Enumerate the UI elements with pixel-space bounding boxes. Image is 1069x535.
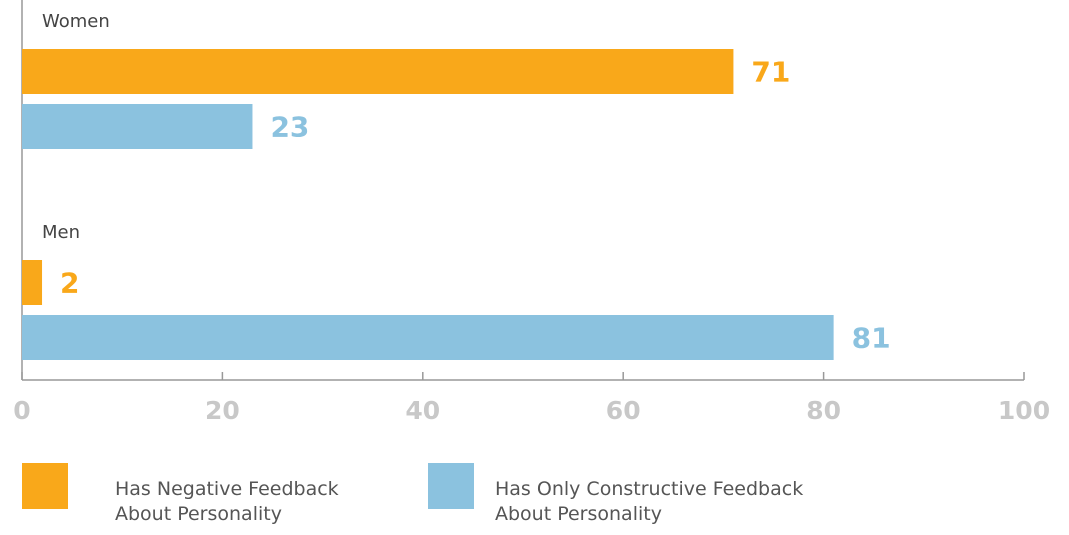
bar [22, 260, 43, 305]
bar [22, 315, 834, 360]
x-tick-label: 20 [205, 396, 240, 425]
legend-swatch [22, 463, 68, 509]
legend-item: Has Negative Feedback About Personality [22, 463, 365, 527]
value-label: 81 [852, 322, 891, 355]
x-tick-label: 40 [405, 396, 440, 425]
legend-item: Has Only Constructive Feedback About Per… [428, 463, 855, 527]
category-label: Men [42, 222, 80, 243]
value-label: 2 [60, 267, 79, 300]
value-label: 71 [751, 56, 790, 89]
x-tick-label: 0 [13, 396, 30, 425]
x-tick-label: 60 [606, 396, 641, 425]
category-label: Women [42, 11, 110, 32]
x-tick-label: 100 [998, 396, 1050, 425]
chart: 0 20 40 60 80 100 Women 71 23 Men 2 81 [13, 0, 1050, 425]
x-tick-label: 80 [806, 396, 841, 425]
legend-label: Has Negative Feedback About Personality [115, 478, 339, 525]
bar [22, 49, 734, 94]
value-label: 23 [270, 111, 309, 144]
bar [22, 104, 253, 149]
legend-label: Has Only Constructive Feedback About Per… [495, 478, 804, 525]
legend-swatch [428, 463, 474, 509]
